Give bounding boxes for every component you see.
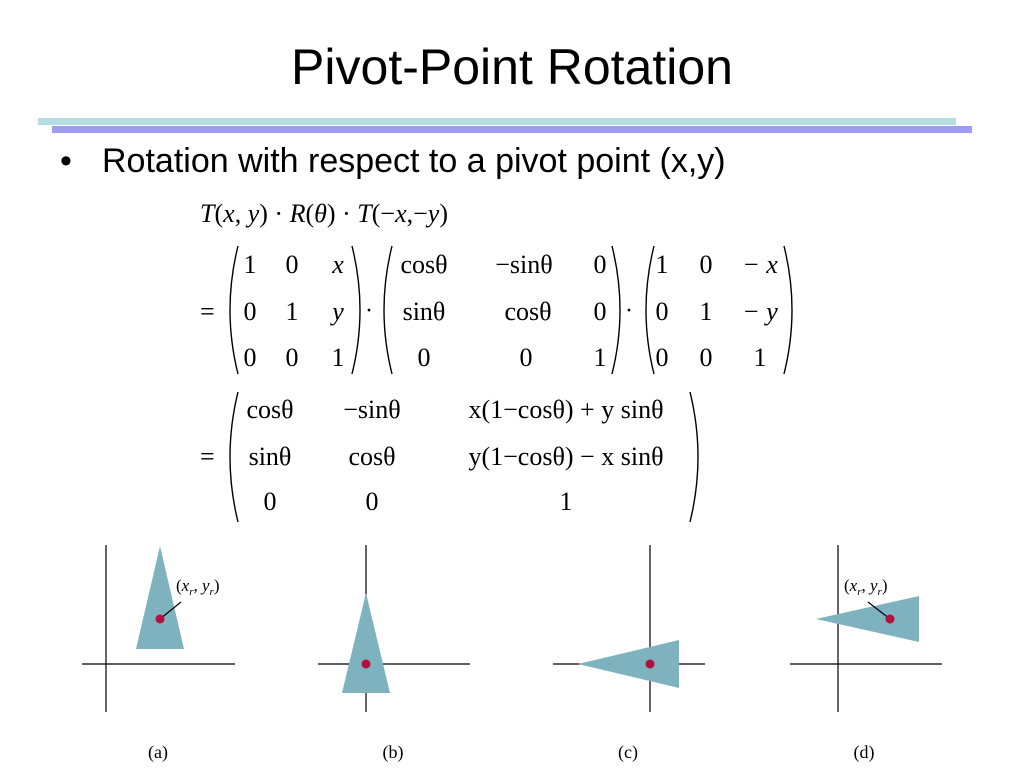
svg-text:0: 0	[286, 250, 299, 279]
triangle-shape	[136, 546, 184, 649]
triangle-shape	[816, 596, 919, 642]
figure-panel-c: (c)	[553, 545, 705, 763]
title-divider-top	[38, 118, 956, 125]
triangle-shape	[578, 640, 679, 688]
svg-text:− y: − y	[742, 297, 778, 326]
triangle-shape	[342, 593, 390, 693]
svg-text:sinθ: sinθ	[249, 442, 292, 471]
svg-text:1: 1	[286, 297, 299, 326]
pivot-point	[361, 659, 371, 669]
svg-text:x(1−cosθ) + y sinθ: x(1−cosθ) + y sinθ	[468, 395, 663, 424]
svg-text:cosθ: cosθ	[504, 297, 551, 326]
pivot-label: (xr, yr)	[844, 576, 888, 598]
svg-text:1: 1	[754, 343, 767, 372]
svg-text:0: 0	[700, 343, 713, 372]
svg-text:0: 0	[700, 250, 713, 279]
svg-text:0: 0	[594, 297, 607, 326]
svg-text:0: 0	[520, 343, 533, 372]
svg-text:0: 0	[656, 297, 669, 326]
svg-text:−sinθ: −sinθ	[495, 250, 552, 279]
svg-text:0: 0	[594, 250, 607, 279]
svg-text:0: 0	[264, 487, 277, 516]
svg-text:0: 0	[286, 343, 299, 372]
svg-text:y(1−cosθ) − x sinθ: y(1−cosθ) − x sinθ	[468, 442, 663, 471]
svg-text:0: 0	[244, 343, 257, 372]
pivot-label: (xr, yr)	[176, 576, 220, 598]
figure-panel-d: (xr, yr) (d)	[790, 545, 942, 763]
matrix-brackets	[229, 245, 793, 523]
matrix-R: cosθ −sinθ 0 sinθ cosθ 0 0 0 1	[400, 250, 606, 372]
svg-text:1: 1	[332, 343, 345, 372]
svg-text:0: 0	[244, 297, 257, 326]
caption-a: (a)	[148, 742, 168, 763]
bullet-text: Rotation with respect to a pivot point (…	[102, 142, 726, 180]
svg-text:0: 0	[418, 343, 431, 372]
svg-text:y: y	[329, 297, 344, 326]
pivot-point	[645, 659, 655, 669]
dot-1: ·	[365, 298, 373, 324]
pivot-point	[885, 614, 895, 624]
svg-text:−sinθ: −sinθ	[343, 395, 400, 424]
svg-text:sinθ: sinθ	[403, 297, 446, 326]
matrix-T: 1 0 x 0 1 y 0 0 1	[244, 250, 345, 372]
svg-text:1: 1	[594, 343, 607, 372]
dot-2: ·	[625, 298, 633, 324]
equation-line1: T(x, y) · R(θ) · T(−x,−y)	[200, 199, 448, 228]
caption-b: (b)	[383, 742, 404, 763]
figure-panel-a: (xr, yr) (a)	[82, 545, 235, 763]
page-title: Pivot-Point Rotation	[291, 39, 733, 95]
matrix-result: cosθ −sinθ x(1−cosθ) + y sinθ sinθ cosθ …	[246, 395, 663, 516]
svg-text:0: 0	[366, 487, 379, 516]
svg-text:cosθ: cosθ	[246, 395, 293, 424]
equals-sign-1: =	[200, 297, 215, 326]
pivot-point	[155, 614, 165, 624]
caption-c: (c)	[618, 742, 638, 763]
svg-text:1: 1	[656, 250, 669, 279]
svg-text:1: 1	[244, 250, 257, 279]
svg-text:cosθ: cosθ	[348, 442, 395, 471]
title-divider-bottom	[52, 126, 972, 133]
svg-text:1: 1	[560, 487, 573, 516]
matrix-T-negative: 1 0 − x 0 1 − y 0 0 1	[656, 250, 779, 372]
svg-text:cosθ: cosθ	[400, 250, 447, 279]
svg-text:0: 0	[656, 343, 669, 372]
svg-text:1: 1	[700, 297, 713, 326]
equals-sign-2: =	[200, 442, 215, 471]
figure-panel-b: (b)	[318, 545, 470, 763]
svg-text:x: x	[331, 250, 344, 279]
svg-text:− x: − x	[742, 250, 778, 279]
bullet-marker: •	[60, 142, 72, 180]
caption-d: (d)	[854, 742, 875, 763]
